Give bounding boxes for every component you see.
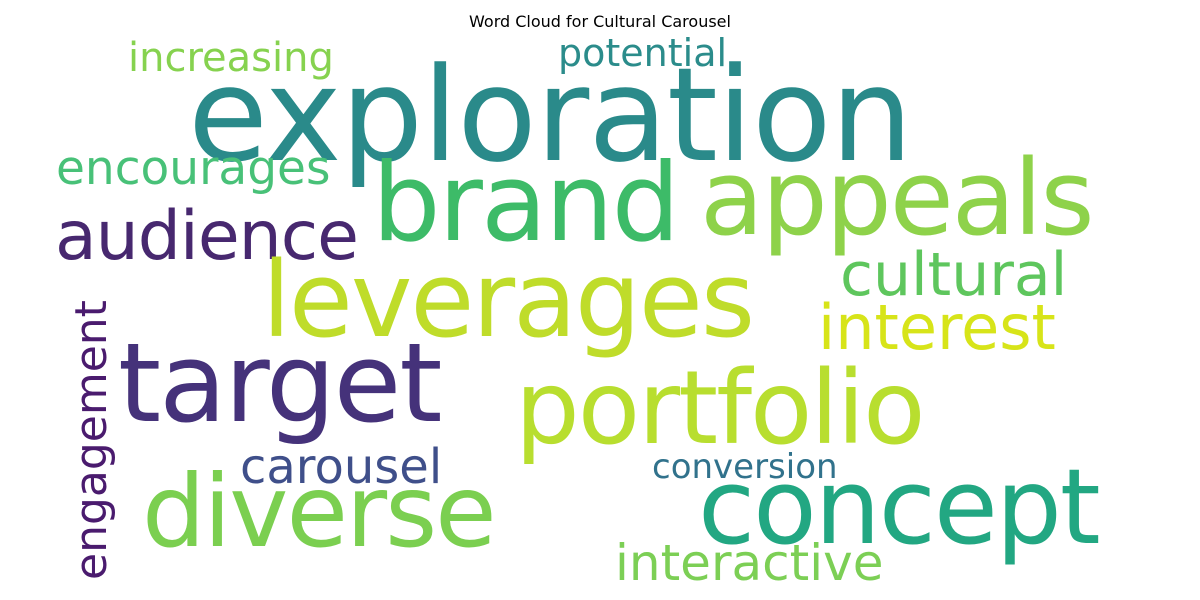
word-interest: interest	[818, 291, 1056, 364]
chart-title: Word Cloud for Cultural Carousel	[469, 12, 731, 31]
word-encourages: encourages	[56, 141, 331, 196]
word-cultural: cultural	[840, 240, 1068, 310]
word-potential: potential	[558, 31, 728, 75]
word-audience: audience	[55, 197, 359, 276]
word-engagement: engagement	[66, 300, 117, 580]
word-target: target	[118, 319, 442, 447]
word-diverse: diverse	[142, 453, 497, 570]
word-increasing: increasing	[128, 35, 334, 81]
word-brand: brand	[372, 141, 680, 266]
word-exploration: exploration	[188, 39, 913, 191]
word-conversion: conversion	[652, 447, 838, 487]
word-appeals: appeals	[700, 137, 1095, 259]
word-concept: concept	[698, 446, 1101, 568]
word-carousel: carousel	[240, 439, 443, 495]
word-portfolio: portfolio	[515, 349, 925, 468]
word-interactive: interactive	[615, 534, 884, 592]
word-leverages: leverages	[262, 239, 755, 361]
